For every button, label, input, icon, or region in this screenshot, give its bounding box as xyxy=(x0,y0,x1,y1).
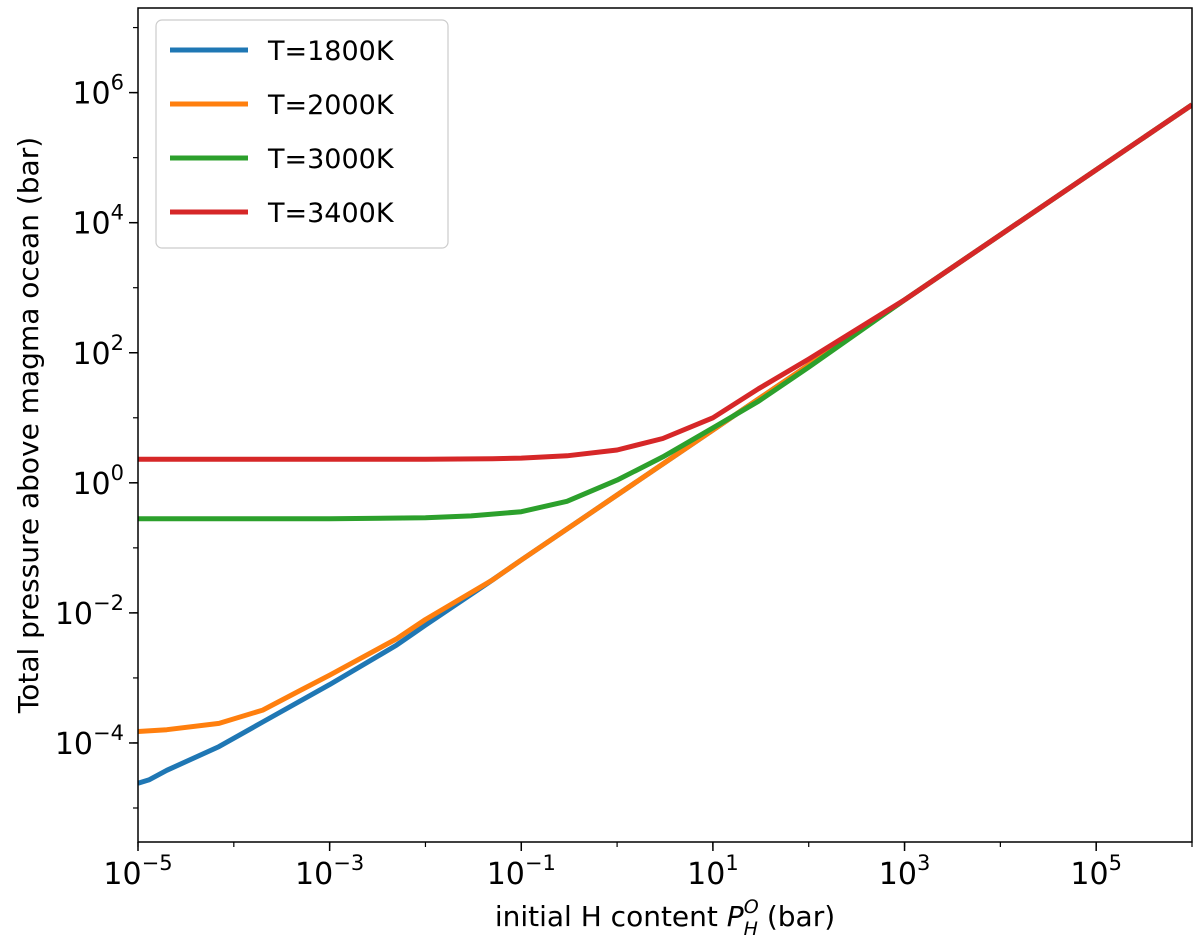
legend-label-4: T=3400K xyxy=(267,198,395,229)
y-tick-label: 100 xyxy=(72,461,124,502)
y-tick-label: 102 xyxy=(72,331,124,372)
plot-frame xyxy=(137,7,1193,843)
x-tick-label: 103 xyxy=(879,851,931,892)
series-line-4 xyxy=(138,102,1192,462)
x-axis-title: initial H content PO H (bar) xyxy=(495,896,835,940)
x-tick-label: 101 xyxy=(687,851,739,892)
y-tick-label: 10−2 xyxy=(55,591,124,632)
legend-label-2: T=2000K xyxy=(267,90,395,121)
y-tick-label: 106 xyxy=(72,71,124,112)
y-tick-label: 10−4 xyxy=(55,721,124,762)
x-axis-title-suffix: (bar) xyxy=(758,900,835,933)
y-axis-title: Total pressure above magma ocean (bar) xyxy=(12,137,45,714)
legend-label-3: T=3000K xyxy=(267,144,395,175)
x-tick-label: 10−1 xyxy=(487,851,556,892)
x-axis-title-prefix: initial H content xyxy=(495,900,727,933)
y-tick-label: 104 xyxy=(72,201,124,242)
legend: T=1800K T=2000K T=3000K T=3400K xyxy=(155,19,449,249)
x-tick-label: 10−5 xyxy=(103,851,172,892)
legend-label-1: T=1800K xyxy=(267,36,395,67)
x-tick-label: 10−3 xyxy=(295,851,364,892)
ticks-layer: 10−5 10−3 10−1 101 103 105 10−4 10−2 100 102 104 10… xyxy=(55,26,1193,892)
series-layer xyxy=(138,102,1192,786)
x-axis-title-superscript: O xyxy=(744,896,759,918)
legend-box xyxy=(155,19,449,249)
x-axis-title-symbol: P xyxy=(727,900,744,933)
x-axis-title-subscript: H xyxy=(744,918,758,940)
x-tick-label: 105 xyxy=(1070,851,1122,892)
